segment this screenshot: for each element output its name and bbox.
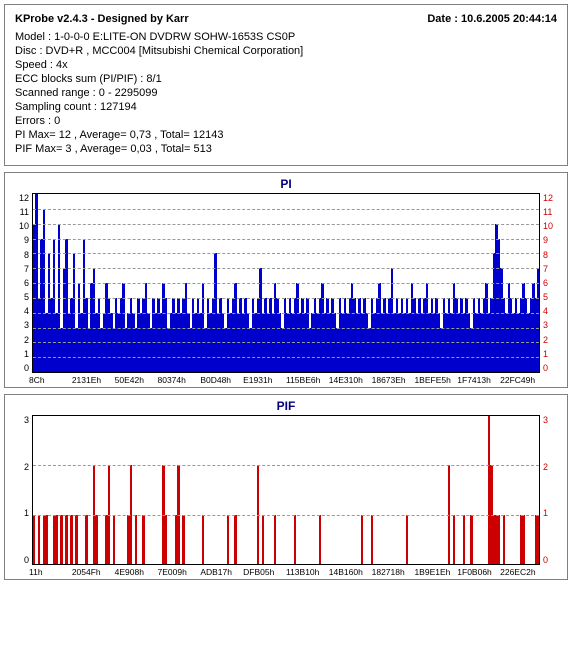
info-scanned: Scanned range : 0 - 2295099 [15, 87, 557, 99]
info-errors: Errors : 0 [15, 115, 557, 127]
info-model: Model : 1-0-0-0 E:LITE-ON DVDRW SOHW-165… [15, 31, 557, 43]
pif-x-axis: 11h2054Fh4E908h7E009hADB17hDFB05h113B10h… [29, 567, 543, 577]
pi-y-axis-right: 1211109876543210 [540, 193, 561, 373]
pi-chart-title: PI [11, 177, 561, 191]
info-sampling: Sampling count : 127194 [15, 101, 557, 113]
info-pimax: PI Max= 12 , Average= 0,73 , Total= 1214… [15, 129, 557, 141]
product-title: KProbe v2.4.3 - Designed by Karr [15, 13, 189, 25]
info-disc: Disc : DVD+R , MCC004 [Mitsubishi Chemic… [15, 45, 557, 57]
info-ecc: ECC blocks sum (PI/PIF) : 8/1 [15, 73, 557, 85]
pi-x-axis: 8Ch2131Eh50E42h80374hB0D48hE1931h115BE6h… [29, 375, 543, 385]
pi-plot-area [32, 193, 540, 373]
pif-y-axis-right: 3210 [540, 415, 561, 565]
date-label: Date : 10.6.2005 20:44:14 [427, 13, 557, 25]
pif-bars [33, 416, 539, 564]
pi-chart-box: PI 1211109876543210 1211109876543210 8Ch… [4, 172, 568, 388]
pif-y-axis-left: 3210 [11, 415, 32, 565]
header-row: KProbe v2.4.3 - Designed by Karr Date : … [15, 13, 557, 25]
pi-y-axis-left: 1211109876543210 [11, 193, 32, 373]
pif-chart-title: PIF [11, 399, 561, 413]
pif-chart-box: PIF 3210 3210 11h2054Fh4E908h7E009hADB17… [4, 394, 568, 580]
pif-plot-area [32, 415, 540, 565]
info-speed: Speed : 4x [15, 59, 557, 71]
info-pifmax: PIF Max= 3 , Average= 0,03 , Total= 513 [15, 143, 557, 155]
pif-chart: 3210 3210 [11, 415, 561, 565]
info-panel: KProbe v2.4.3 - Designed by Karr Date : … [4, 4, 568, 166]
pi-chart: 1211109876543210 1211109876543210 [11, 193, 561, 373]
